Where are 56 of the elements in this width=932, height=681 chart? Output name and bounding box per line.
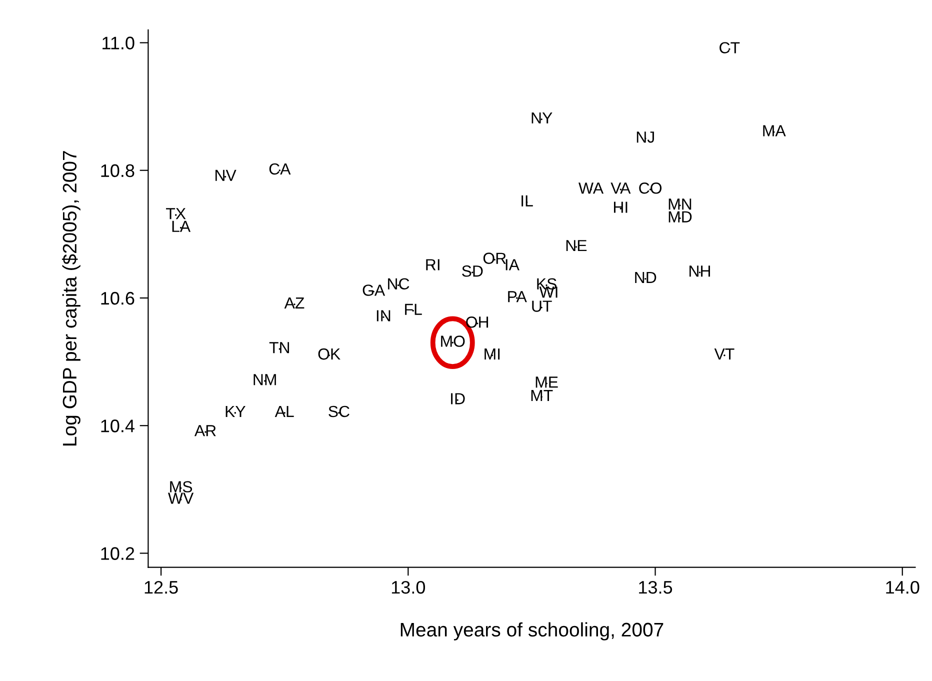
data-label: NV — [216, 170, 236, 181]
data-label: VT — [714, 348, 734, 360]
data-label: VA — [610, 182, 631, 194]
data-label: RI — [426, 259, 440, 270]
x-axis-title: Mean years of schooling, 2007 — [400, 622, 664, 640]
data-label: WA — [578, 182, 604, 194]
data-label: OH — [466, 316, 488, 328]
data-label: CO — [639, 182, 662, 194]
data-label: NJ — [636, 132, 654, 143]
data-label: NC — [388, 278, 410, 290]
data-label: NM — [254, 374, 276, 386]
data-label: HI — [614, 202, 628, 213]
data-label: TN — [269, 342, 289, 354]
data-label: MS — [170, 481, 192, 492]
data-label: GA — [362, 284, 386, 296]
data-label: OK — [318, 348, 340, 360]
data-label: AZ — [284, 298, 304, 308]
data-label: ME — [536, 376, 558, 388]
data-label: MD — [668, 211, 692, 222]
y-axis-title: Log GDP per capita ($2005), 2007 — [62, 151, 80, 446]
data-label: MN — [668, 198, 692, 210]
data-label: MO — [441, 336, 465, 347]
data-label: MA — [763, 125, 786, 136]
data-label: AR — [194, 425, 216, 436]
x-tick-label: 13.0 — [392, 580, 426, 594]
data-label: IA — [506, 259, 520, 270]
data-label: CT — [720, 42, 740, 54]
data-label: NY — [532, 112, 552, 124]
data-label: MT — [531, 390, 553, 402]
data-label: TX — [166, 208, 186, 220]
y-tick-label: 10.4 — [101, 420, 134, 432]
y-tick-label: 10.8 — [101, 164, 134, 178]
data-label: NE — [566, 240, 587, 252]
data-label: CA — [269, 163, 291, 175]
data-label: SC — [328, 406, 350, 418]
data-label: ID — [451, 393, 465, 404]
data-label: SD — [462, 265, 483, 277]
y-tick-label: 11.0 — [102, 36, 134, 50]
data-label: IN — [376, 310, 390, 322]
y-tick-label: 10.6 — [101, 292, 134, 305]
data-label: ND — [635, 272, 656, 283]
data-label: LA — [172, 220, 191, 232]
data-label: AL — [274, 406, 294, 417]
data-label: UT — [532, 300, 552, 312]
data-label: PA — [508, 291, 527, 302]
data-label: NH — [690, 266, 710, 277]
x-tick-label: 14.0 — [886, 580, 920, 594]
x-tick-label: 13.5 — [639, 580, 672, 594]
data-label: MI — [484, 348, 500, 360]
x-tick-label: 12.5 — [144, 580, 178, 594]
data-label: FL — [405, 304, 422, 315]
data-label: OR — [483, 252, 506, 264]
data-label: WV — [168, 492, 194, 504]
y-tick-label: 10.2 — [101, 547, 134, 560]
data-label: KY — [226, 406, 246, 417]
data-label: IL — [522, 195, 533, 206]
